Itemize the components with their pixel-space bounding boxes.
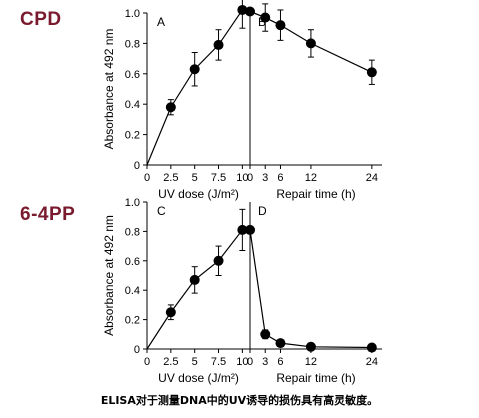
data-point [165,102,176,113]
data-point [237,4,248,15]
x-tick-label: 3 [262,356,268,368]
data-point [366,67,377,78]
x-tick-label: 5 [192,356,198,368]
data-point [237,224,248,235]
x-axis-label: UV dose (J/m²) [158,187,239,201]
x-tick-label: 6 [277,356,283,368]
data-point [260,329,271,340]
x-tick-label: 2.5 [163,356,178,368]
data-point [245,224,255,235]
x-axis-label: Repair time (h) [276,371,355,385]
panel-letter: C [157,204,166,218]
x-tick-label: 0 [144,356,150,368]
panel-b: 0 3 6 12 24 B Repair time (h) [245,3,382,201]
y-tick-label: 0.4 [125,99,140,111]
data-point [260,12,271,23]
row-label-64pp: 6-4PP [20,204,76,225]
x-tick-label: 5 [192,172,198,184]
panel-letter: A [157,15,165,29]
y-axis-label: Absorbance at 492 nm [102,215,116,336]
data-point [305,341,316,352]
y-tick-label: 0.2 [125,130,140,142]
x-tick-label: 6 [277,172,283,184]
x-tick-label: 2.5 [163,172,178,184]
x-tick-label: 7.5 [211,356,226,368]
y-tick-label: 0 [134,160,140,172]
x-axis-label: Repair time (h) [276,187,355,201]
x-tick-label: 10 [236,172,248,184]
data-point [275,338,286,349]
y-tick-label: 0.2 [125,315,140,327]
x-tick-label: 0 [144,172,150,184]
x-tick-label: 0 [247,172,253,184]
figure-caption: ELISA对于测量DNA中的UV诱导的损伤具有高灵敏度。 [100,394,379,407]
x-tick-label: 12 [305,356,317,368]
panel-letter: D [258,204,267,218]
panel-letter: B [258,15,266,29]
series-line [249,229,372,349]
x-tick-label: 24 [366,356,378,368]
data-point [189,64,200,75]
data-point [275,20,286,31]
data-point [165,307,176,318]
y-tick-label: 0.8 [125,226,140,238]
y-tick-label: 0.6 [125,69,140,81]
y-tick-label: 0.6 [125,256,140,268]
series-line [146,9,243,166]
data-point [213,39,224,50]
data-point [305,38,316,49]
y-axis-label: Absorbance at 492 nm [102,29,116,150]
y-tick-label: 0 [134,344,140,356]
y-tick-label: 0.4 [125,285,140,297]
x-tick-label: 0 [247,356,253,368]
y-tick-label: 1.0 [125,8,140,20]
x-tick-label: 7.5 [211,172,226,184]
x-tick-label: 3 [262,172,268,184]
data-point [366,342,377,353]
x-tick-label: 24 [366,172,378,184]
y-tick-label: 0.8 [125,38,140,50]
x-tick-label: 12 [305,172,317,184]
data-point [245,6,255,17]
row-label-cpd: CPD [20,9,62,30]
y-tick-label: 1.0 [125,197,140,209]
data-point [189,274,200,285]
x-tick-label: 10 [236,356,248,368]
x-axis-label: UV dose (J/m²) [158,371,239,385]
data-point [213,255,224,266]
panel-d: 0 3 6 12 24 D Repair time (h) [245,202,382,385]
